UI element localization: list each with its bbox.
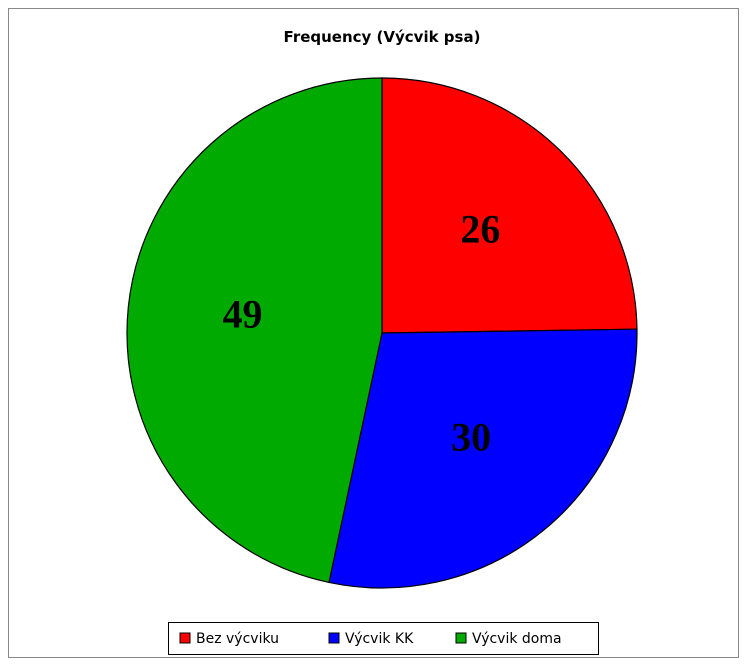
pie-slice	[328, 328, 638, 589]
data-label: 26	[460, 206, 500, 251]
legend-swatch	[179, 632, 191, 644]
data-label: 30	[451, 415, 491, 460]
pie-slice	[381, 77, 638, 334]
legend-label: Bez výcviku	[196, 631, 279, 647]
legend-swatch	[455, 632, 467, 644]
legend-swatch	[328, 632, 340, 644]
data-label: 49	[223, 292, 263, 337]
pie-slice	[126, 77, 383, 584]
legend-label: Výcvik doma	[472, 631, 562, 647]
chart-title: Frequency (Výcvik psa)	[284, 28, 481, 46]
legend-box	[168, 622, 599, 655]
legend-label: Výcvik KK	[345, 631, 414, 647]
